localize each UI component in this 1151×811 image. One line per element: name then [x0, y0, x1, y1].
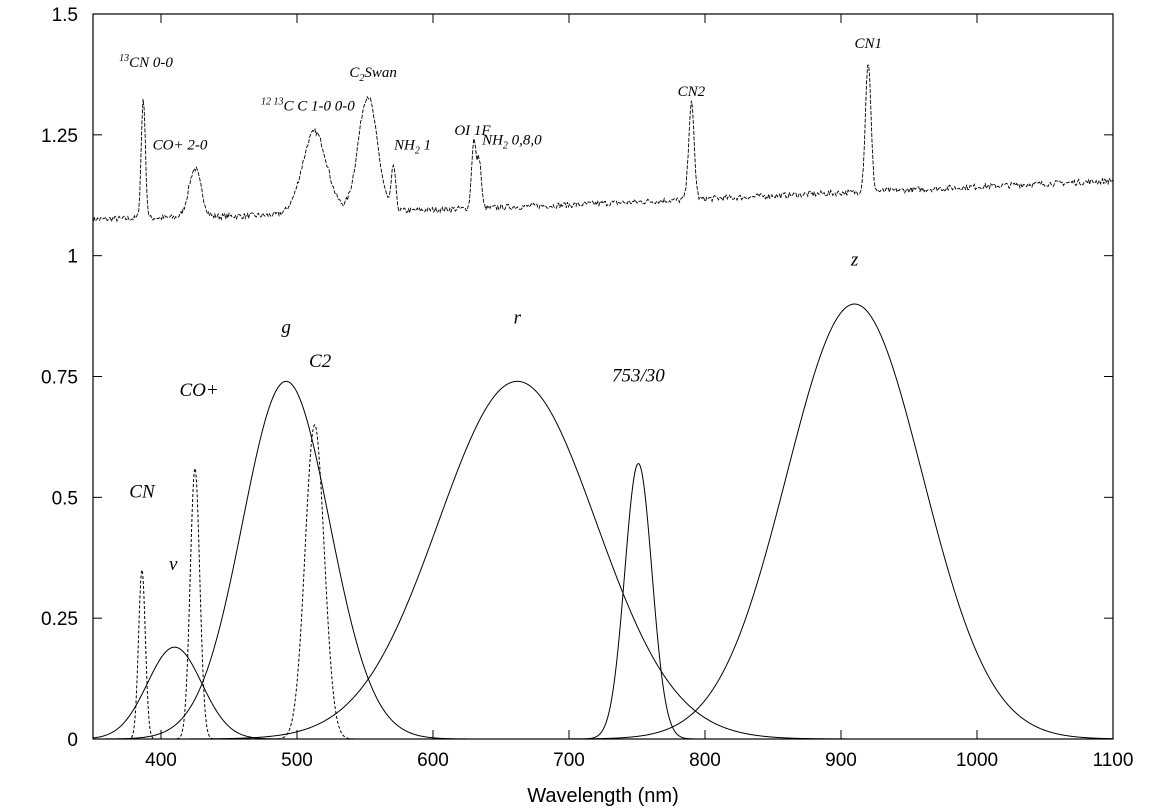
- annotation-r: r: [514, 307, 522, 328]
- annotation-cn00: 13CN 0-0: [119, 53, 173, 71]
- x-tick-label: 1000: [956, 750, 998, 771]
- x-tick-label: 500: [281, 750, 313, 771]
- filter-curve-g: [93, 380, 548, 740]
- annotation-c2-1213: 12 13C C 1-0 0-0: [261, 97, 355, 115]
- comet-spectrum-line: [92, 64, 1113, 224]
- y-tick-label: 1: [67, 247, 78, 268]
- annotation-subscript: 2: [415, 145, 420, 156]
- y-tick-label: 0.75: [41, 368, 78, 389]
- annotation-layer: 13CN 0-0 CO+ 2-0 12 13C C 1-0 0-0 C2Swan NH2…: [119, 36, 882, 575]
- filter-curve-v: [92, 646, 338, 740]
- y-tick-label: 0.5: [52, 488, 78, 509]
- x-tick-label: 600: [417, 750, 449, 771]
- x-tick-label: 700: [553, 750, 585, 771]
- filter-curve-753-30: [556, 462, 720, 740]
- annotation-c2: C2: [309, 351, 332, 372]
- annotation-cn1: CN1: [854, 36, 882, 52]
- annotation-z: z: [850, 249, 859, 270]
- annotation-subscript: 2: [359, 73, 364, 84]
- annotation-753-30: 753/30: [612, 365, 665, 386]
- annotation-coplus: CO+: [179, 380, 218, 401]
- annotation-superscript: 13: [119, 53, 129, 64]
- x-tick-label: 1100: [1093, 750, 1134, 771]
- filter-curve-cn: [121, 569, 163, 740]
- y-tick-label: 1.25: [41, 126, 78, 147]
- x-axis-title: Wavelength (nm): [527, 785, 679, 806]
- annotation-c2swan: C2Swan: [349, 65, 397, 84]
- filter-curve-r: [93, 380, 991, 740]
- y-tick-label: 0.25: [41, 609, 78, 630]
- annotation-nh2-1: NH2 1: [393, 137, 431, 156]
- annotation-cn: CN: [129, 481, 156, 502]
- filter-curve-z: [446, 303, 1114, 740]
- annotation-coplus20: CO+ 2-0: [153, 137, 208, 153]
- tick-layer: 400 500 600 700 800 900 1000 1100 0 0.25 0.5 0.75 1 1…: [41, 5, 1133, 771]
- y-tick-label: 1.5: [52, 5, 78, 26]
- annotation-subscript: 2: [503, 141, 508, 152]
- plot-frame: [92, 13, 1114, 740]
- y-tick-label: 0: [67, 730, 78, 751]
- x-tick-label: 800: [689, 750, 721, 771]
- annotation-g: g: [281, 317, 291, 338]
- annotation-superscript: 12 13: [261, 97, 284, 108]
- filter-curve-c2: [257, 424, 372, 740]
- annotation-nu: ν: [169, 554, 178, 575]
- x-tick-label: 900: [825, 750, 857, 771]
- annotation-nh2-080: NH2 0,8,0: [481, 133, 542, 152]
- annotation-oi1f: OI 1F: [454, 123, 491, 139]
- curve-layer: [92, 64, 1114, 740]
- x-tick-label: 400: [145, 750, 177, 771]
- annotation-cn2: CN2: [678, 84, 706, 100]
